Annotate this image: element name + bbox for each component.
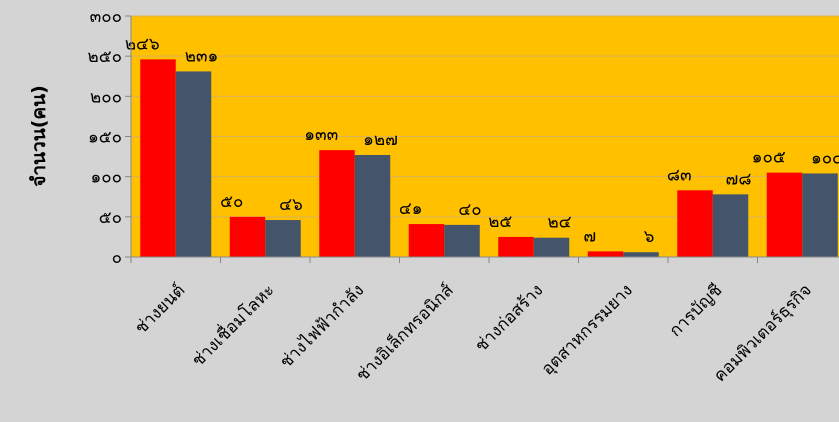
bar-series-1 — [498, 236, 534, 257]
bar-series-1 — [677, 190, 713, 257]
data-label: ๑๒๗ — [363, 130, 398, 150]
data-label: ๑๓๓ — [304, 125, 338, 145]
data-label: ๕๐ — [220, 192, 243, 212]
bar-series-1 — [587, 251, 624, 257]
bar-series-2 — [712, 194, 749, 257]
bar-series-2 — [444, 224, 480, 257]
data-label: ๒๓๑ — [185, 46, 219, 66]
data-label: ๗๘ — [726, 169, 752, 189]
data-label: ๒๔๖ — [125, 34, 160, 54]
y-tick-label: ๒๐๐ — [90, 87, 122, 107]
data-label: ๒๔ — [547, 213, 571, 233]
y-tick-label: ๐ — [112, 248, 122, 268]
bar-series-2 — [623, 252, 659, 257]
bar-series-1 — [229, 216, 266, 257]
category-label: ช่างก่อสร้าง — [471, 280, 547, 356]
y-tick-label: ๑๕๐ — [88, 128, 122, 148]
category-label: อุตสาหกรรมยาง — [538, 280, 637, 379]
bar-series-2 — [265, 220, 301, 257]
category-label: ช่างยนต์ — [131, 280, 189, 338]
data-label: ๔๖ — [279, 195, 303, 215]
category-label: ช่างไฟฟ้ากำลัง — [276, 280, 369, 373]
y-axis-title: จำนวน(คน) — [28, 85, 50, 187]
bar-series-1 — [140, 59, 176, 257]
data-label: ๑๐๔ — [811, 148, 839, 168]
bar-series-1 — [319, 150, 355, 257]
category-label: ช่างเชื่อมโลหะ — [186, 278, 279, 371]
category-label: คอมพิวเตอร์ธุรกิจ — [710, 280, 816, 386]
bar-series-2 — [533, 237, 570, 257]
data-label: ๑๐๕ — [752, 148, 786, 168]
data-label: ๔๐ — [458, 200, 481, 220]
data-label: ๔๑ — [399, 199, 423, 219]
category-label: การบัญชี — [666, 280, 727, 341]
y-tick-label: ๑๐๐ — [90, 168, 122, 188]
bar-series-1 — [408, 224, 445, 257]
bar-series-2 — [354, 154, 391, 257]
data-label: ๖ — [644, 227, 655, 247]
data-label: ๗ — [583, 226, 596, 246]
y-tick-label: ๕๐ — [99, 208, 122, 228]
y-tick-label: ๒๕๐ — [88, 47, 122, 67]
bar-series-2 — [802, 173, 838, 257]
y-tick-label: ๓๐๐ — [90, 7, 122, 27]
bar-series-1 — [766, 172, 803, 257]
data-label: ๒๕ — [488, 212, 512, 232]
data-label: ๘๓ — [667, 165, 692, 185]
bar-series-2 — [175, 71, 212, 258]
